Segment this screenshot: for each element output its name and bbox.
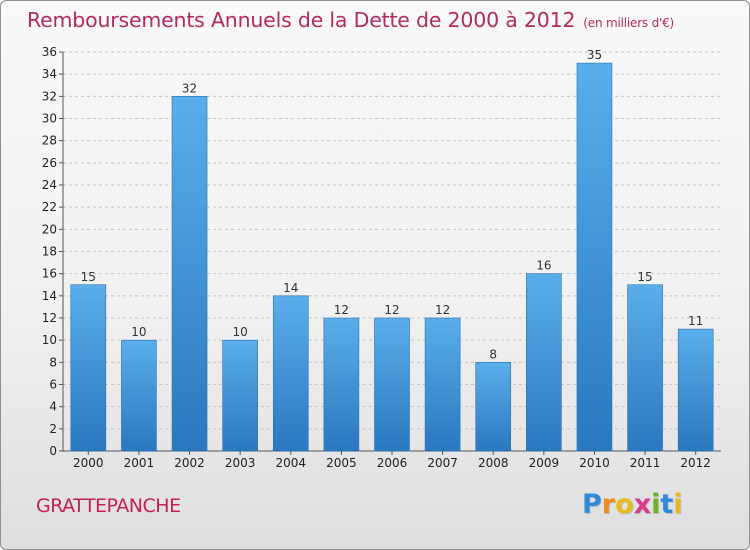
bar [475, 362, 512, 452]
x-tick-label: 2003 [225, 456, 256, 470]
x-tick-label: 2008 [478, 456, 509, 470]
logo-letter: P [582, 489, 602, 520]
y-tick-label: 4 [49, 400, 57, 414]
chart-title-text: Remboursements Annuels de la Dette de 20… [27, 8, 576, 32]
x-tick-label: 2007 [427, 456, 458, 470]
bar-value-label: 15 [81, 270, 96, 284]
bar [576, 62, 613, 452]
y-tick-label: 24 [42, 178, 57, 192]
x-tick-label: 2001 [124, 456, 155, 470]
bar-value-label: 12 [435, 303, 450, 317]
logo-letter: x [633, 489, 652, 520]
bar [171, 96, 208, 452]
bar-value-label: 14 [283, 281, 298, 295]
y-tick-label: 0 [49, 444, 57, 458]
bars [70, 62, 714, 452]
y-tick-label: 6 [49, 378, 57, 392]
bar-value-label: 10 [233, 325, 248, 339]
chart-title: Remboursements Annuels de la Dette de 20… [27, 8, 674, 32]
x-tick-label: 2009 [529, 456, 560, 470]
bar-value-label: 15 [637, 270, 652, 284]
y-tick-label: 14 [42, 289, 57, 303]
proxiti-logo: Proxiti [582, 489, 683, 520]
y-tick-label: 36 [42, 45, 57, 59]
bar-value-label: 16 [536, 259, 551, 273]
x-tick-label: 2012 [680, 456, 711, 470]
y-tick-label: 2 [49, 422, 57, 436]
y-tick-label: 30 [42, 112, 57, 126]
y-tick-label: 28 [42, 134, 57, 148]
bar [222, 339, 258, 452]
data-labels: 15 10 32 10 14 12 12 12 8 16 35 15 11 [81, 48, 704, 361]
bar-value-label: 10 [131, 325, 146, 339]
y-tick-label: 20 [42, 222, 57, 236]
x-tick-label: 2011 [630, 456, 661, 470]
y-tick-label: 26 [42, 156, 57, 170]
x-tick-label: 2005 [326, 456, 357, 470]
bar [526, 273, 562, 452]
bar-value-label: 35 [587, 48, 602, 62]
logo-letter: o [615, 489, 634, 520]
x-tick-label: 2004 [275, 456, 306, 470]
bar-value-label: 12 [384, 303, 399, 317]
logo-letter: r [601, 489, 616, 520]
y-tick-label: 22 [42, 200, 57, 214]
bar-value-label: 12 [334, 303, 349, 317]
y-tick-label: 18 [42, 245, 57, 259]
y-tick-label: 10 [42, 333, 57, 347]
y-tick-label: 8 [49, 355, 57, 369]
logo-letter: i [651, 489, 661, 520]
y-tick-label: 34 [42, 67, 57, 81]
bar [677, 328, 714, 452]
bar [323, 317, 360, 452]
bar [424, 317, 461, 452]
commune-name: GRATTEPANCHE [36, 495, 181, 517]
logo-letter: i [673, 489, 683, 520]
bar [272, 295, 309, 452]
logo-letter: t [660, 489, 674, 520]
y-tick-label: 12 [42, 311, 57, 325]
x-tick-label: 2010 [579, 456, 610, 470]
bar-value-label: 32 [182, 81, 197, 95]
bar [121, 339, 157, 452]
bar [374, 317, 410, 452]
y-tick-label: 16 [42, 267, 57, 281]
y-tick-label: 32 [42, 89, 57, 103]
x-tick-label: 2000 [73, 456, 104, 470]
bar [627, 284, 663, 452]
bar [70, 284, 107, 452]
bar-value-label: 11 [688, 314, 703, 328]
chart-title-unit: (en milliers d'€) [583, 16, 675, 30]
x-tick-label: 2002 [174, 456, 205, 470]
x-tick-label: 2006 [377, 456, 408, 470]
bar-value-label: 8 [489, 347, 497, 361]
